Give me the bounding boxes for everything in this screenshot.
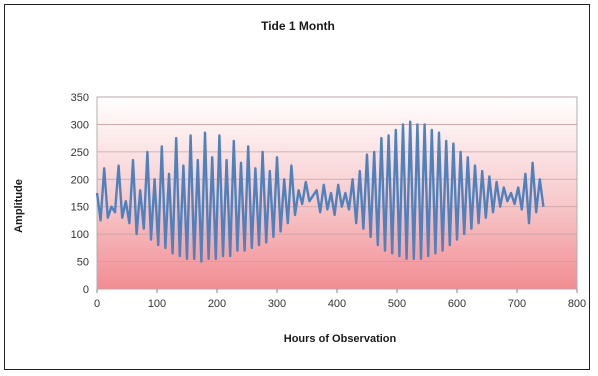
chart-frame: Tide 1 Month 0 50 100 150 200 250 300 350 0 100 2… <box>4 4 590 370</box>
x-tick-label: 300 <box>268 298 286 310</box>
x-tick-label: 400 <box>328 298 346 310</box>
x-axis-label: Hours of Observation <box>283 333 397 345</box>
y-tick-label: 50 <box>77 257 89 269</box>
y-tick-label: 350 <box>71 92 89 104</box>
x-tick-label: 600 <box>448 298 466 310</box>
y-tick-label: 250 <box>71 147 89 159</box>
x-tick-label: 700 <box>508 298 526 310</box>
x-tick-label: 800 <box>568 298 586 310</box>
series-line-0 <box>95 120 545 263</box>
x-tick-label: 100 <box>148 298 166 310</box>
x-tick-label: 200 <box>208 298 226 310</box>
chart-plot: 0 50 100 150 200 250 300 350 0 100 200 300 400 500 60… <box>71 92 587 310</box>
y-axis-ticks: 0 50 100 150 200 250 300 350 <box>71 92 89 296</box>
y-tick-label: 100 <box>71 229 89 241</box>
chart-title: Tide 1 Month <box>261 19 335 33</box>
y-tick-label: 300 <box>71 119 89 131</box>
y-axis-label: Amplitude <box>13 179 25 233</box>
y-tick-label: 0 <box>83 284 89 296</box>
y-tick-label: 150 <box>71 202 89 214</box>
y-tick-label: 200 <box>71 174 89 186</box>
x-tick-label: 500 <box>388 298 406 310</box>
x-tick-label: 0 <box>94 298 100 310</box>
series-group <box>95 120 545 263</box>
x-axis-ticks: 0 100 200 300 400 500 600 700 800 <box>94 289 586 310</box>
